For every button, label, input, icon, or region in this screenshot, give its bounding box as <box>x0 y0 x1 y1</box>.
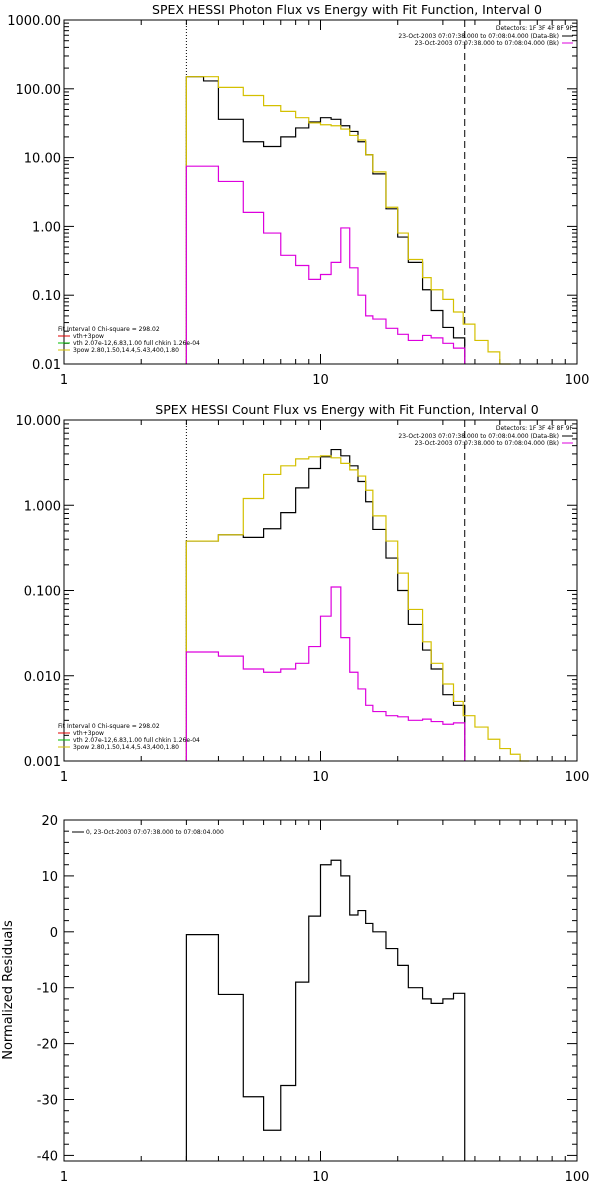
y-tick-label: 0.100 <box>24 585 61 600</box>
x-tick-label: 10 <box>312 1170 329 1185</box>
chart-title: SPEX HESSI Count Flux vs Energy with Fit… <box>155 402 538 417</box>
y-axis-label: Normalized Residuals <box>1 920 16 1060</box>
legend-entry: 3pow 2.80,1.50,14.4,5.43,400,1.80 <box>73 347 179 354</box>
legend-entry: vth+3pow <box>73 333 104 340</box>
y-tick-label: 1.000 <box>24 499 61 514</box>
legend-entry: vth 2.07e-12,6.83,1.00 full chkin 1.26e-… <box>73 737 200 744</box>
y-tick-label: 0 <box>50 926 58 941</box>
x-tick-label: 10 <box>312 770 329 785</box>
photon-flux-chart: SPEX HESSI Photon Flux vs Energy with Fi… <box>7 2 590 388</box>
x-tick-label: 100 <box>565 1170 590 1185</box>
legend-header: Detectors: 1F 3F 4F 8F 9F <box>496 425 574 432</box>
plot-frame <box>63 19 578 365</box>
series-line-0 <box>185 859 466 1161</box>
x-tick-label: 1 <box>60 1170 68 1185</box>
count-flux-chart: SPEX HESSI Count Flux vs Energy with Fit… <box>16 402 590 785</box>
y-tick-label: -40 <box>37 1149 58 1164</box>
y-tick-label: 10.000 <box>16 414 62 429</box>
series-line-1 <box>185 455 530 762</box>
plot-frame <box>63 819 578 1162</box>
x-tick-label: 10 <box>312 373 329 388</box>
series-line-1 <box>185 76 511 365</box>
y-tick-label: -30 <box>37 1094 58 1109</box>
y-tick-label: 0.10 <box>32 289 61 304</box>
x-tick-label: 100 <box>565 373 590 388</box>
x-tick-label: 100 <box>565 770 590 785</box>
y-tick-label: 10 <box>41 870 58 885</box>
legend-header: Fit Interval 0 Chi-square = 298.02 <box>58 326 160 333</box>
legend-entry: 23-Oct-2003 07:07:38.000 to 07:08:04.000… <box>398 433 559 440</box>
series-line-2 <box>185 586 466 761</box>
series-line-0 <box>185 448 466 761</box>
chart-title: SPEX HESSI Photon Flux vs Energy with Fi… <box>152 2 542 17</box>
legend-entry: 23-Oct-2003 07:07:38.000 to 07:08:04.000… <box>398 33 559 40</box>
legend-entry: 23-Oct-2003 07:07:38.000 to 07:08:04.000… <box>415 40 559 47</box>
series-line-0 <box>185 76 466 364</box>
x-tick-label: 1 <box>60 770 68 785</box>
y-tick-label: 0.01 <box>32 358 61 373</box>
y-tick-label: 0.001 <box>24 755 61 770</box>
legend-entry: vth 2.07e-12,6.83,1.00 full chkin 1.26e-… <box>73 340 200 347</box>
y-tick-label: 20 <box>41 814 58 829</box>
plot-frame <box>63 419 578 762</box>
y-tick-label: 100.00 <box>16 83 62 98</box>
y-tick-label: -10 <box>37 982 58 997</box>
y-tick-label: 10.00 <box>24 152 61 167</box>
x-tick-label: 1 <box>60 373 68 388</box>
legend-entry: 0, 23-Oct-2003 07:07:38.000 to 07:08:04.… <box>86 829 224 836</box>
legend-header: Fit Interval 0 Chi-square = 298.02 <box>58 723 160 730</box>
legend-header: Detectors: 1F 3F 4F 8F 9F <box>496 25 574 32</box>
legend-entry: 3pow 2.80,1.50,14.4,5.43,400,1.80 <box>73 744 179 751</box>
y-tick-label: 0.010 <box>24 670 61 685</box>
residuals-chart: Normalized Residuals 1 10 100-40-30-20-100… <box>1 814 590 1185</box>
legend-entry: vth+3pow <box>73 730 104 737</box>
series-line-2 <box>185 165 466 364</box>
y-tick-label: 1000.00 <box>7 14 61 29</box>
legend-entry: 23-Oct-2003 07:07:38.000 to 07:08:04.000… <box>415 440 559 447</box>
y-tick-label: -20 <box>37 1038 58 1053</box>
y-tick-label: 1.00 <box>32 220 61 235</box>
